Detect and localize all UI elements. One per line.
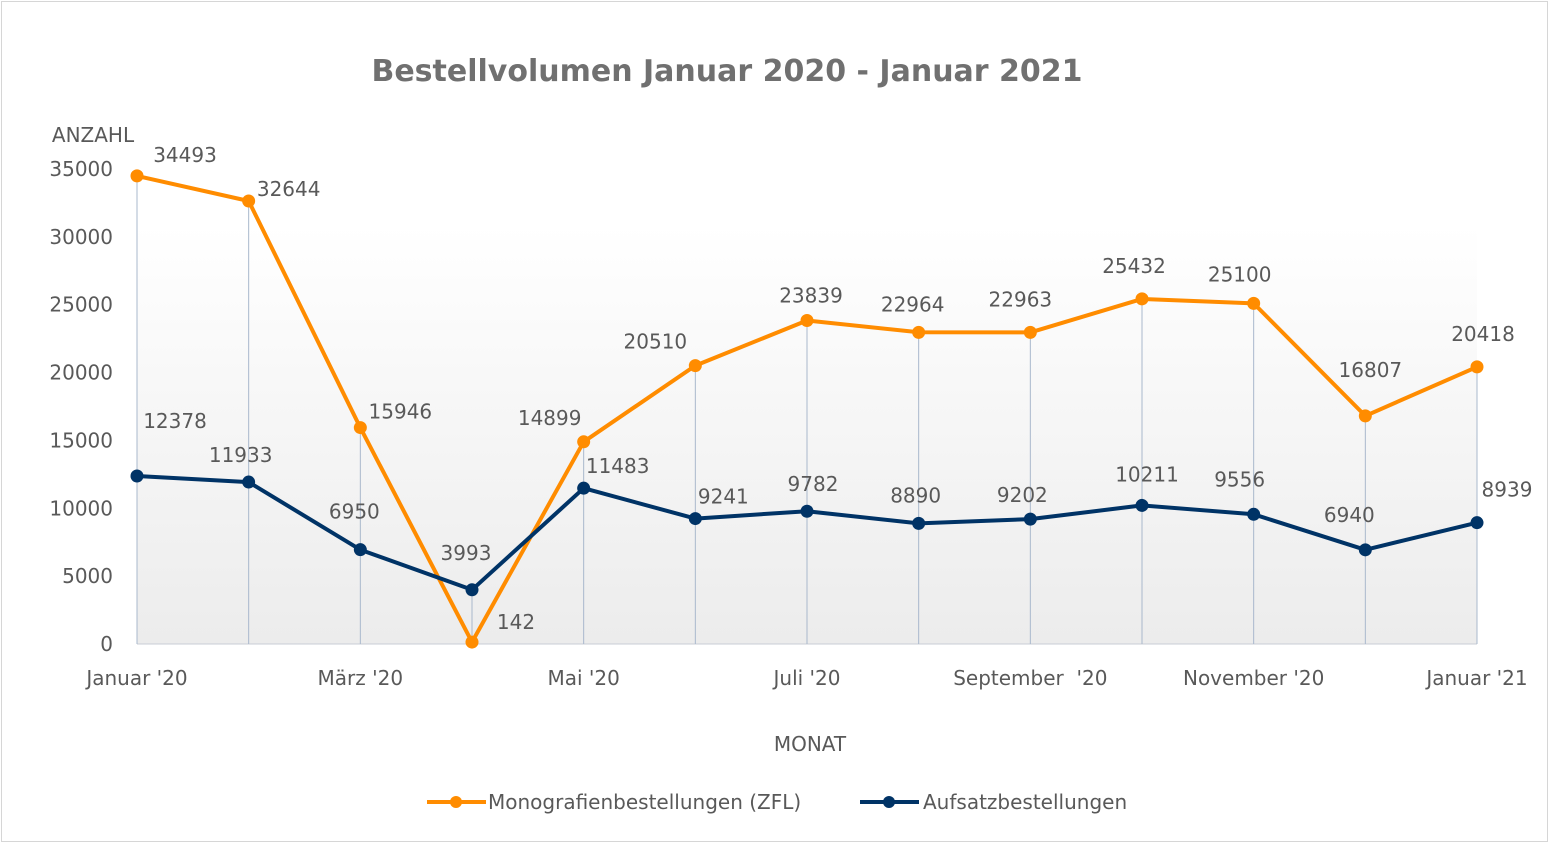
x-tick-label: Januar '20	[84, 666, 187, 690]
data-label: 16807	[1339, 358, 1403, 382]
x-tick-label: September '20	[953, 666, 1107, 690]
y-tick-label: 30000	[49, 225, 113, 249]
y-axis-ticks: 0 5000 10000 15000 20000 25000 30000 35000	[49, 157, 113, 656]
data-label: 9782	[788, 472, 839, 496]
data-point[interactable]	[1247, 507, 1261, 521]
x-axis-title: MONAT	[774, 732, 847, 756]
data-label: 22963	[989, 287, 1053, 311]
data-point[interactable]	[130, 169, 144, 183]
data-point[interactable]	[242, 194, 256, 208]
data-point[interactable]	[465, 583, 479, 597]
data-point[interactable]	[1135, 498, 1149, 512]
data-label: 15946	[369, 400, 433, 424]
x-tick-label: März '20	[318, 666, 404, 690]
data-label: 20510	[624, 330, 688, 354]
data-point[interactable]	[688, 512, 702, 526]
legend: Monografienbestellungen (ZFL) Aufsatzbes…	[427, 790, 1127, 814]
drop-lines	[136, 175, 1478, 644]
data-labels: 34493 32644 15946 142 14899 20510 23839 22964 22…	[143, 143, 1532, 634]
y-tick-label: 25000	[49, 293, 113, 317]
data-point[interactable]	[1470, 360, 1484, 374]
data-label: 142	[497, 610, 535, 634]
y-tick-label: 5000	[62, 564, 113, 588]
data-label: 32644	[257, 177, 321, 201]
data-label: 9202	[997, 483, 1048, 507]
legend-marker-orange	[450, 796, 462, 808]
data-label: 23839	[779, 283, 843, 307]
y-tick-label: 15000	[49, 428, 113, 452]
data-label: 9556	[1214, 467, 1265, 491]
data-label: 8939	[1482, 478, 1533, 502]
data-label: 8890	[890, 483, 941, 507]
data-point[interactable]	[353, 543, 367, 557]
data-point[interactable]	[577, 481, 591, 495]
x-tick-label: Januar '21	[1424, 666, 1527, 690]
data-label: 22964	[881, 292, 945, 316]
data-label: 3993	[441, 541, 492, 565]
data-point[interactable]	[1358, 543, 1372, 557]
legend-label-monografien: Monografienbestellungen (ZFL)	[488, 790, 801, 814]
data-point[interactable]	[1023, 325, 1037, 339]
data-point[interactable]	[1358, 409, 1372, 423]
data-point[interactable]	[800, 313, 814, 327]
data-label: 20418	[1451, 322, 1515, 346]
data-point[interactable]	[465, 635, 479, 649]
chart-title: Bestellvolumen Januar 2020 - Januar 2021	[371, 54, 1082, 89]
y-axis-title: ANZAHL	[52, 123, 135, 147]
data-label: 12378	[143, 409, 207, 433]
x-tick-label: Mai '20	[547, 666, 619, 690]
legend-item-monografien[interactable]: Monografienbestellungen (ZFL)	[427, 790, 801, 814]
data-point[interactable]	[912, 325, 926, 339]
legend-marker-navy	[883, 796, 895, 808]
y-tick-label: 20000	[49, 361, 113, 385]
data-point[interactable]	[912, 516, 926, 530]
data-label: 25432	[1102, 254, 1166, 278]
data-point[interactable]	[242, 475, 256, 489]
x-tick-label: November '20	[1183, 666, 1324, 690]
x-axis-ticks: Januar '20 März '20 Mai '20 Juli '20 Septemb…	[84, 666, 1527, 690]
legend-item-aufsatz[interactable]: Aufsatzbestellungen	[860, 790, 1127, 814]
data-label: 6950	[329, 500, 380, 524]
data-point[interactable]	[1023, 512, 1037, 526]
legend-label-aufsatz: Aufsatzbestellungen	[923, 790, 1127, 814]
y-tick-label: 0	[100, 632, 113, 656]
data-point[interactable]	[1247, 296, 1261, 310]
data-point[interactable]	[353, 421, 367, 435]
y-tick-label: 10000	[49, 496, 113, 520]
data-point[interactable]	[800, 504, 814, 518]
data-label: 9241	[698, 485, 749, 509]
data-label: 34493	[153, 143, 217, 167]
data-point[interactable]	[1470, 516, 1484, 530]
data-point[interactable]	[130, 469, 144, 483]
data-label: 14899	[518, 406, 582, 430]
series-points	[130, 169, 1484, 649]
x-tick-label: Juli '20	[772, 666, 841, 690]
data-label: 6940	[1324, 503, 1375, 527]
data-point[interactable]	[1135, 292, 1149, 306]
data-label: 25100	[1208, 262, 1272, 286]
data-point[interactable]	[688, 359, 702, 373]
data-point[interactable]	[577, 435, 591, 449]
data-label: 11483	[586, 454, 650, 478]
data-label: 10211	[1115, 462, 1179, 486]
data-label: 11933	[209, 443, 273, 467]
y-tick-label: 35000	[49, 157, 113, 181]
